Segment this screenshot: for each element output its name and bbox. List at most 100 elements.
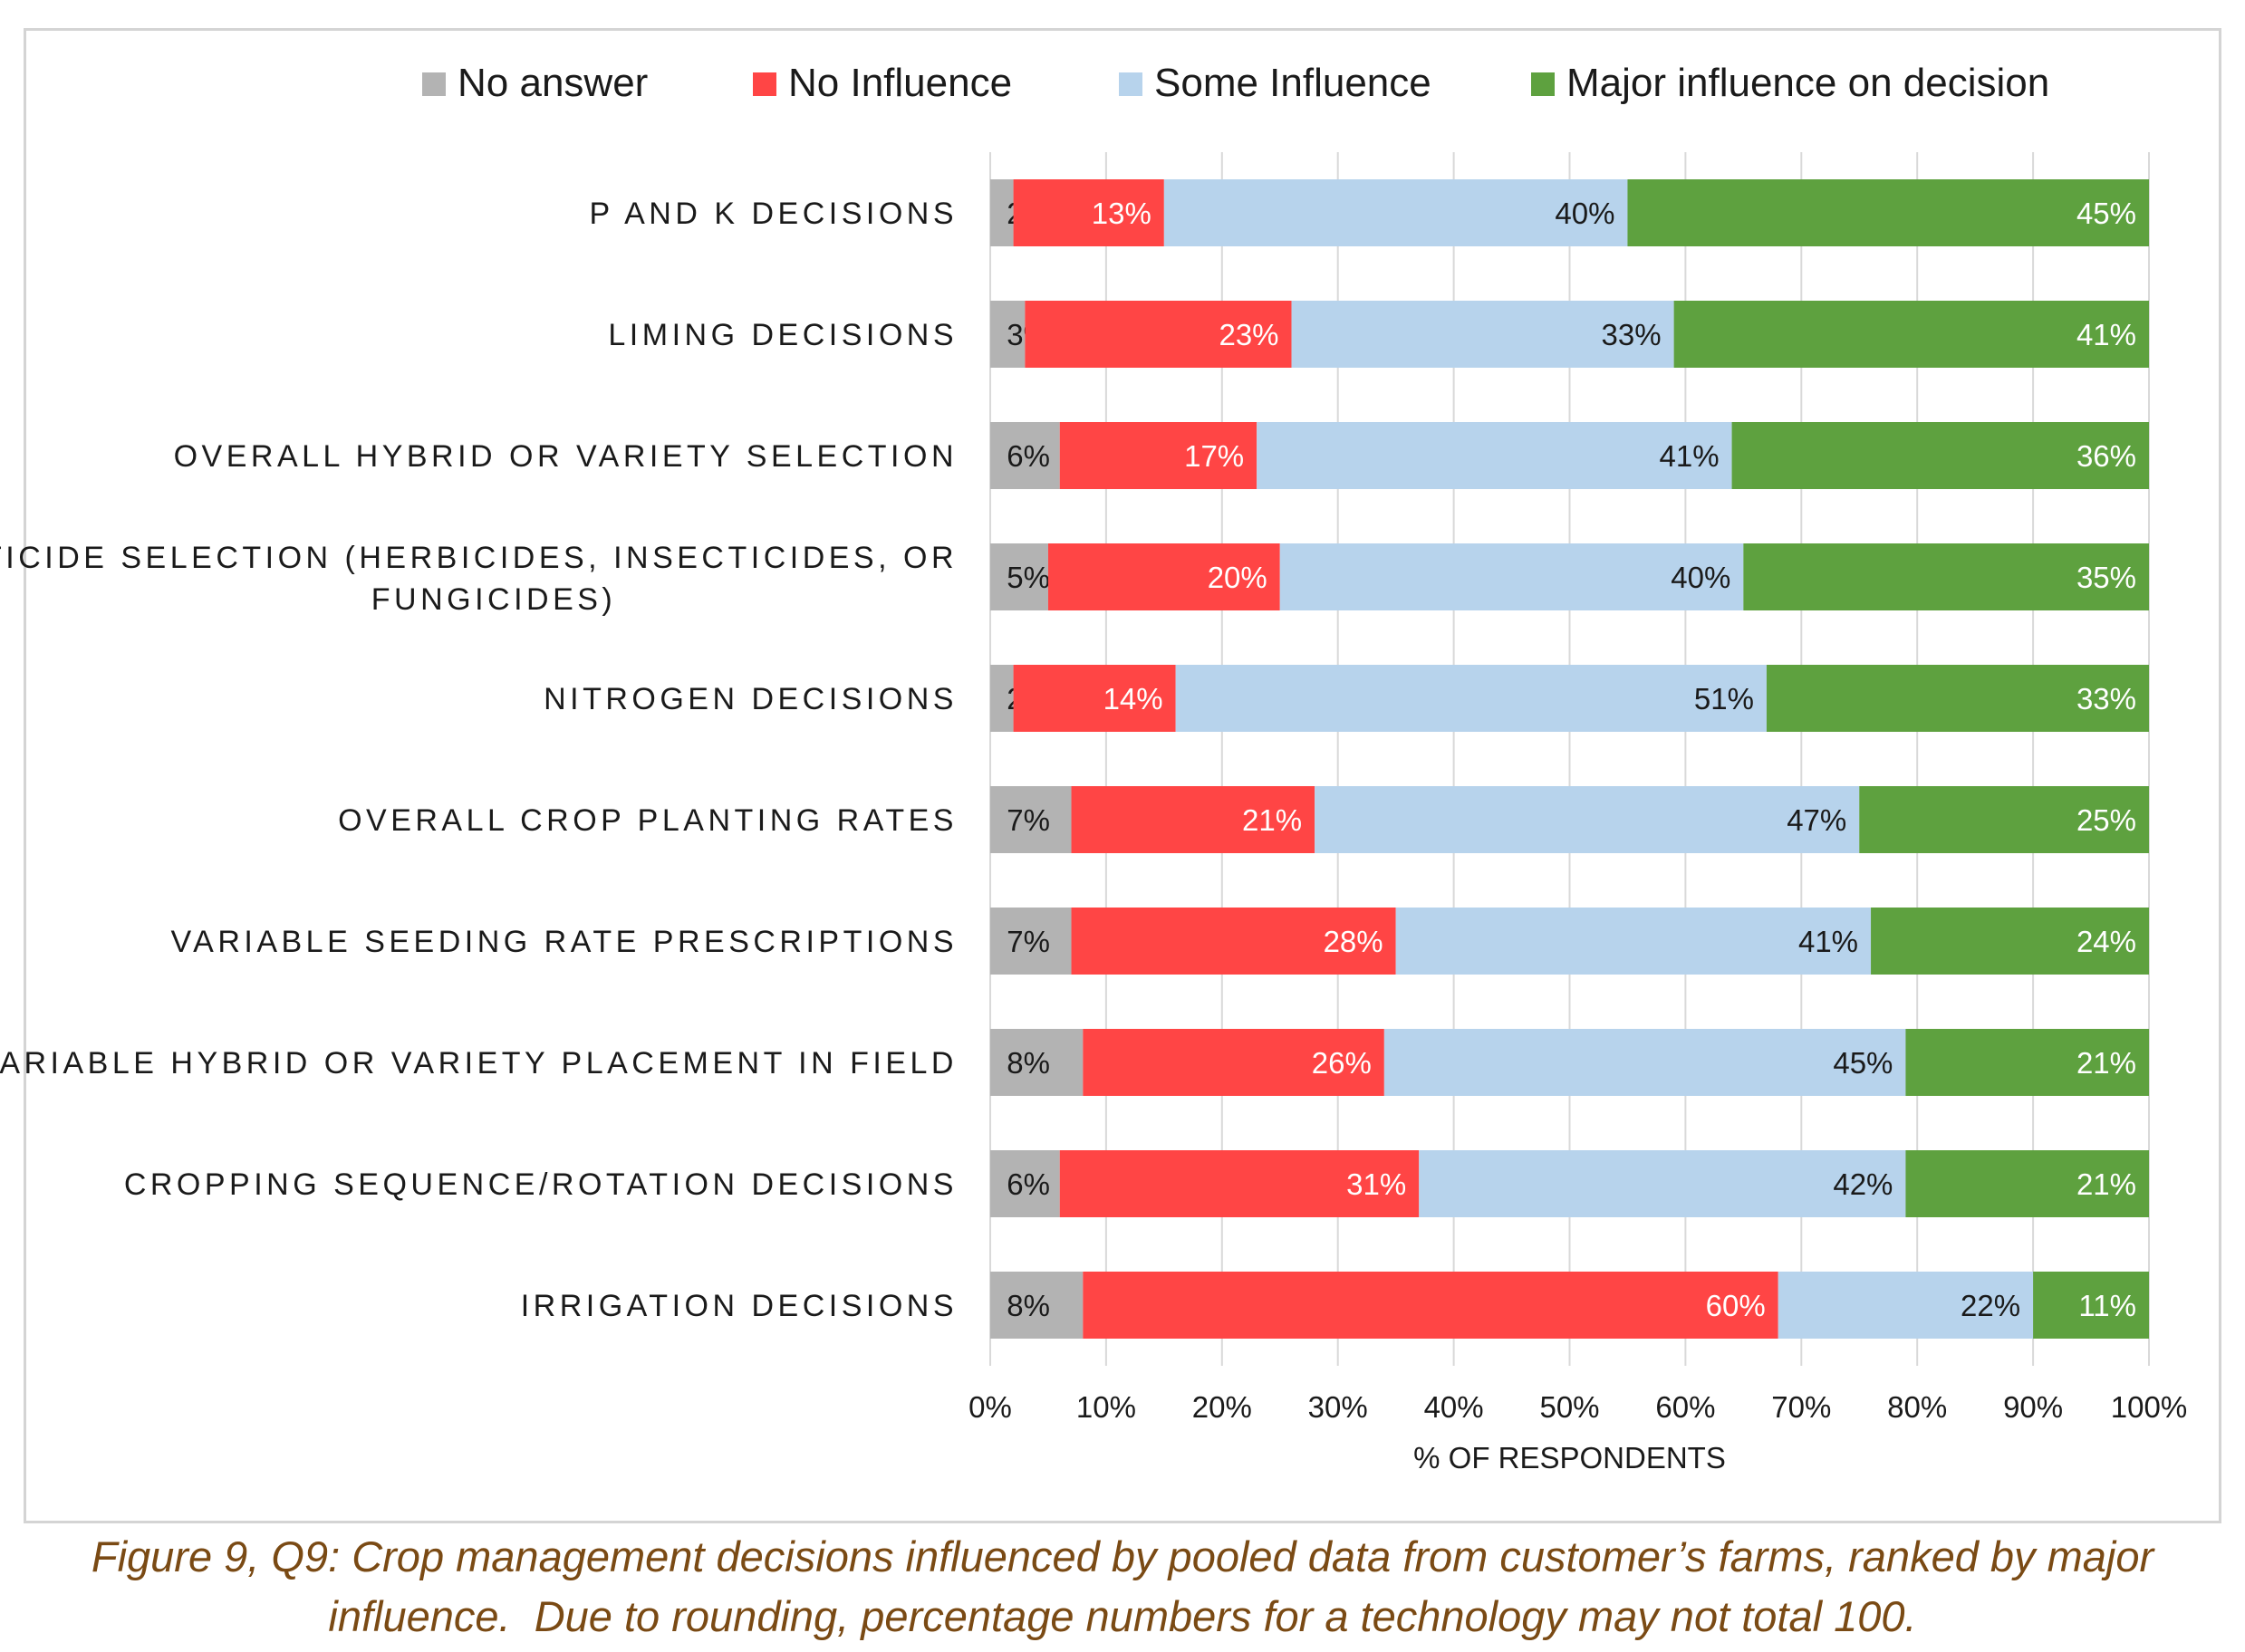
data-label-no-influence: 26% xyxy=(1312,1046,1372,1080)
data-label-no-answer: 5% xyxy=(1007,561,1050,594)
bar-segment-no-influence xyxy=(1047,543,1280,610)
category-label-line: OVERALL CROP PLANTING RATES xyxy=(338,803,958,838)
x-axis-title: % OF RESPONDENTS xyxy=(1413,1441,1726,1474)
bar-row: 6% 17% 41% 36% xyxy=(990,422,2149,489)
bar-segment-no-influence xyxy=(1071,908,1396,975)
data-label-major-influence-on-decision: 35% xyxy=(2076,561,2136,594)
data-label-no-influence: 60% xyxy=(1706,1289,1766,1322)
bar-segment-major-influence-on-decision xyxy=(1766,665,2149,732)
figure-caption: Figure 9, Q9: Crop management decisions … xyxy=(0,1527,2245,1647)
x-tick-label: 70% xyxy=(1771,1390,1831,1424)
bar-segment-no-answer xyxy=(990,1272,1084,1339)
x-tick-label: 40% xyxy=(1424,1390,1484,1424)
bar-segment-no-answer xyxy=(990,422,1060,489)
legend-swatch-no-influence xyxy=(753,72,776,96)
data-label-no-answer: 7% xyxy=(1007,925,1050,958)
stacked-bar-chart: No answer No Influence Some Influence Major… xyxy=(0,61,2187,1474)
bar-segment-some-influence xyxy=(1291,301,1674,368)
x-tick-label: 100% xyxy=(2111,1390,2187,1424)
data-label-no-influence: 23% xyxy=(1219,318,1278,351)
bar-row: 2%14%51%33% xyxy=(990,665,2149,732)
legend-swatch-some-influence xyxy=(1119,72,1142,96)
bar-segment-no-influence xyxy=(1059,1150,1420,1217)
bar-segment-no-answer xyxy=(990,1150,1060,1217)
category-label: CROPPING SEQUENCE/ROTATION DECISIONS xyxy=(124,1167,958,1202)
bar-segment-no-answer xyxy=(990,786,1072,853)
bar-row: 7% 28% 41% 24% xyxy=(990,908,2149,975)
bar-segment-major-influence-on-decision xyxy=(1731,422,2149,489)
data-label-major-influence-on-decision: 41% xyxy=(2076,318,2136,351)
category-label: VARIABLE HYBRID OR VARIETY PLACEMENT IN … xyxy=(0,1046,958,1081)
data-label-no-influence: 17% xyxy=(1184,439,1244,473)
data-label-no-influence: 13% xyxy=(1092,197,1151,230)
bar-segment-major-influence-on-decision xyxy=(1743,543,2149,610)
bar-segment-no-influence xyxy=(1059,422,1257,489)
bar-segment-major-influence-on-decision xyxy=(2033,1272,2149,1339)
x-tick-label: 60% xyxy=(1655,1390,1715,1424)
x-tick-label: 80% xyxy=(1887,1390,1947,1424)
data-label-major-influence-on-decision: 25% xyxy=(2076,803,2136,837)
data-label-no-influence: 20% xyxy=(1208,561,1267,594)
bar-segment-some-influence xyxy=(1279,543,1744,610)
bar-segment-some-influence xyxy=(1163,179,1628,246)
bar-segment-major-influence-on-decision xyxy=(1871,908,2149,975)
bar-segment-major-influence-on-decision xyxy=(1905,1150,2149,1217)
data-label-no-answer: 8% xyxy=(1007,1289,1050,1322)
bar-segment-some-influence xyxy=(1419,1150,1906,1217)
data-label-major-influence-on-decision: 33% xyxy=(2076,682,2136,716)
bar-segment-major-influence-on-decision xyxy=(1673,301,2149,368)
bar-segment-no-answer xyxy=(990,179,1014,246)
data-label-major-influence-on-decision: 11% xyxy=(2078,1289,2136,1322)
data-label-some-influence: 42% xyxy=(1833,1167,1893,1201)
data-label-no-influence: 21% xyxy=(1242,803,1302,837)
data-label-some-influence: 51% xyxy=(1694,682,1754,716)
category-label-line: IRRIGATION DECISIONS xyxy=(521,1289,958,1323)
data-label-no-answer: 7% xyxy=(1007,803,1050,837)
data-label-major-influence-on-decision: 24% xyxy=(2076,925,2136,958)
category-label-line: CROPPING SEQUENCE/ROTATION DECISIONS xyxy=(124,1167,958,1202)
category-label: IRRIGATION DECISIONS xyxy=(521,1289,958,1323)
bar-row: 7% 21% 47% 25% xyxy=(990,786,2149,853)
legend-swatch-no-answer xyxy=(422,72,446,96)
bar-segment-major-influence-on-decision xyxy=(1905,1029,2149,1096)
legend-label-major-influence-on-decision: Major influence on decision xyxy=(1566,61,2049,105)
category-label: VARIABLE SEEDING RATE PRESCRIPTIONS xyxy=(170,925,958,959)
bar-segment-no-answer xyxy=(990,665,1014,732)
data-label-no-answer: 6% xyxy=(1007,439,1050,473)
data-label-no-influence: 28% xyxy=(1324,925,1383,958)
x-tick-label: 90% xyxy=(2003,1390,2063,1424)
category-label: LIMING DECISIONS xyxy=(608,318,958,352)
bar-segment-some-influence xyxy=(1778,1272,2034,1339)
data-label-major-influence-on-decision: 45% xyxy=(2076,197,2136,230)
data-label-some-influence: 41% xyxy=(1798,925,1858,958)
data-label-some-influence: 33% xyxy=(1602,318,1662,351)
caption-line-2: influence. Due to rounding, percentage n… xyxy=(328,1592,1917,1640)
bar-segment-no-influence xyxy=(1013,179,1164,246)
legend-label-no-influence: No Influence xyxy=(788,61,1012,105)
category-label-line: LIMING DECISIONS xyxy=(608,318,958,352)
bar-segment-some-influence xyxy=(1175,665,1767,732)
category-label-line: FUNGICIDES) xyxy=(371,582,617,617)
x-tick-label: 0% xyxy=(968,1390,1012,1424)
legend-label-some-influence: Some Influence xyxy=(1154,61,1431,105)
data-label-no-answer: 6% xyxy=(1007,1167,1050,1201)
category-label-line: OVERALL HYBRID OR VARIETY SELECTION xyxy=(174,439,958,474)
data-label-major-influence-on-decision: 21% xyxy=(2076,1046,2136,1080)
data-label-major-influence-on-decision: 21% xyxy=(2076,1167,2136,1201)
bar-segment-major-influence-on-decision xyxy=(1859,786,2149,853)
bar-row: 5% 20% 40% 35% xyxy=(990,543,2149,610)
category-label: P AND K DECISIONS xyxy=(589,197,953,231)
bar-segment-no-answer xyxy=(990,543,1048,610)
caption-line-1: Figure 9, Q9: Crop management decisions … xyxy=(91,1532,2154,1580)
category-label-line: VARIABLE HYBRID OR VARIETY PLACEMENT IN … xyxy=(0,1046,958,1081)
bar-segment-no-influence xyxy=(1083,1029,1384,1096)
category-label: OVERALL CROP PLANTING RATES xyxy=(338,803,958,838)
bars: 2%13%40%45%3%23%33%41%6%17%41%36%5%20%40… xyxy=(990,179,2149,1339)
bar-segment-no-influence xyxy=(1071,786,1315,853)
bar-segment-some-influence xyxy=(1257,422,1732,489)
category-label-line: VARIABLE SEEDING RATE PRESCRIPTIONS xyxy=(170,925,958,959)
x-tick-label: 10% xyxy=(1076,1390,1136,1424)
bar-segment-no-answer xyxy=(990,908,1072,975)
category-label: PESTICIDE SELECTION (HERBICIDES, INSECTI… xyxy=(0,541,954,617)
legend-label-no-answer: No answer xyxy=(458,61,648,105)
